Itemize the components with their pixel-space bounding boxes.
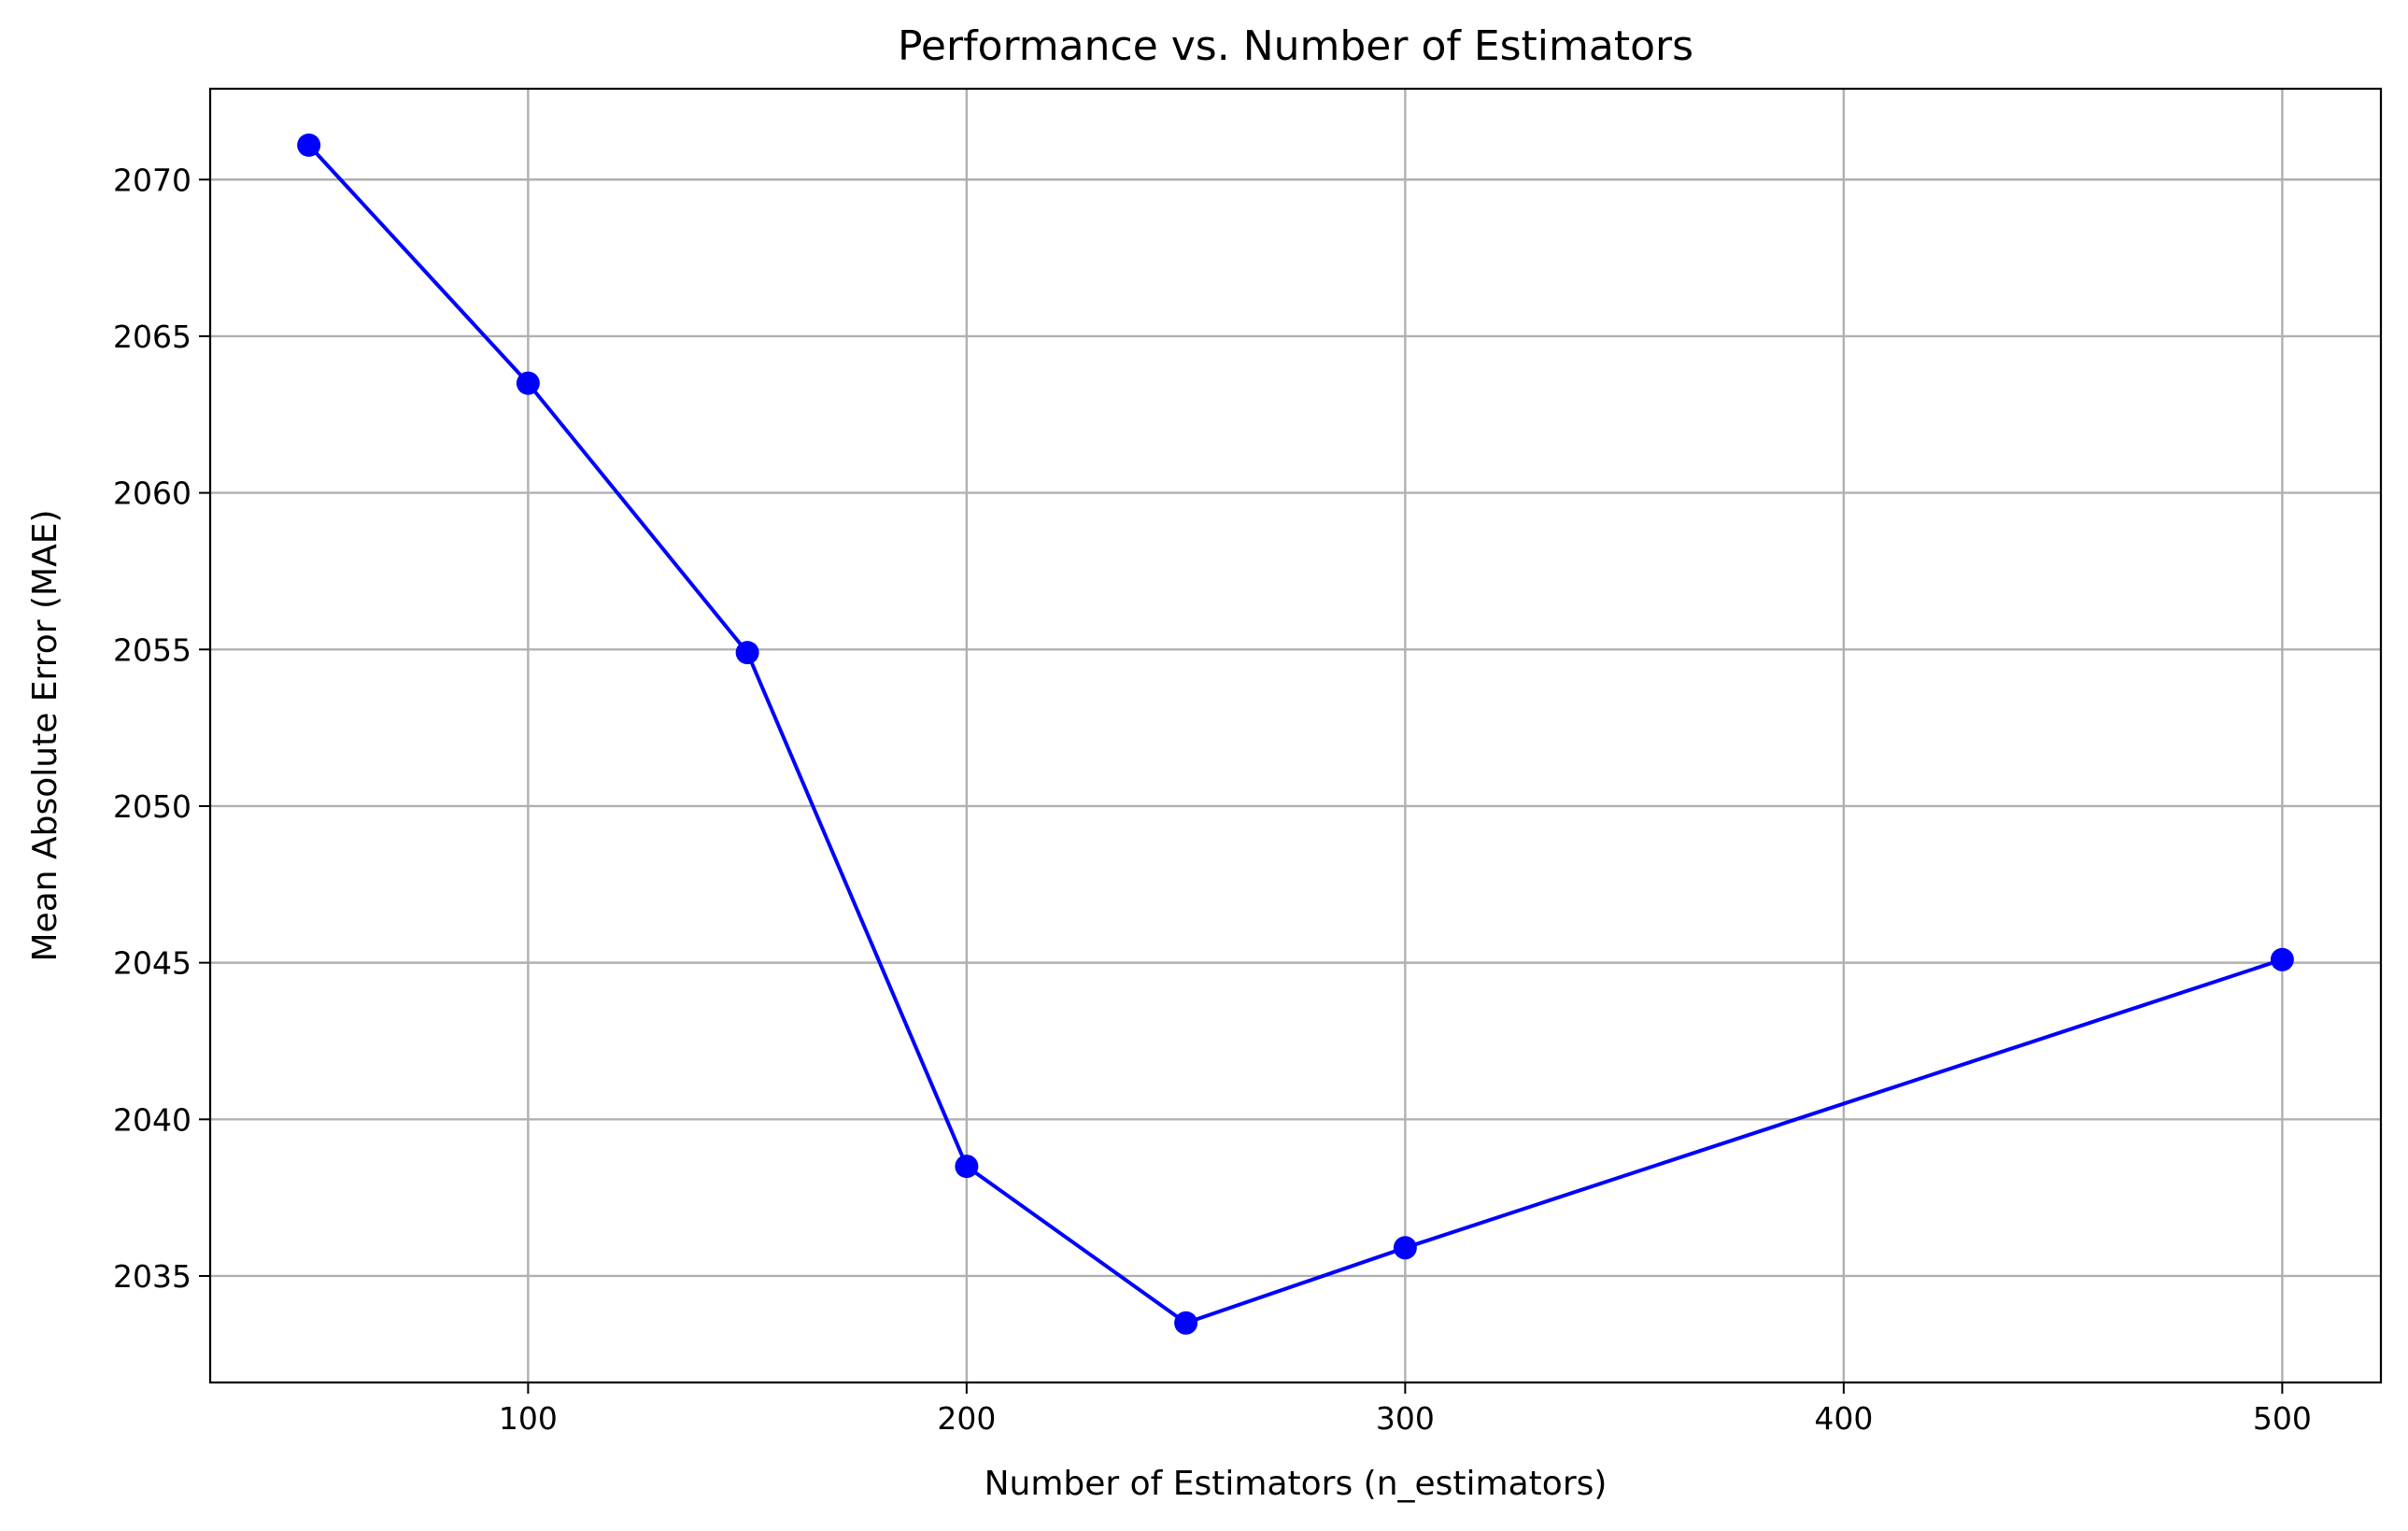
data-point — [297, 133, 321, 157]
x-tick-label: 400 — [1814, 1400, 1873, 1437]
y-tick-label: 2050 — [113, 788, 191, 825]
x-axis-title: Number of Estimators (n_estimators) — [984, 1465, 1608, 1503]
data-point — [1174, 1311, 1198, 1335]
x-tick-label: 100 — [499, 1400, 558, 1437]
y-tick-label: 2070 — [113, 162, 191, 198]
data-point — [955, 1155, 979, 1179]
y-axis-title: Mean Absolute Error (MAE) — [26, 509, 64, 961]
plot-frame — [208, 87, 2383, 1384]
y-tick-label: 2035 — [113, 1258, 191, 1295]
data-point — [735, 641, 759, 665]
y-tick-label: 2065 — [113, 319, 191, 355]
x-tick-label: 500 — [2253, 1400, 2312, 1437]
y-tick-label: 2055 — [113, 631, 191, 668]
data-point — [1393, 1236, 1417, 1260]
data-point — [516, 371, 540, 395]
y-grid — [210, 178, 2381, 1278]
data-point — [2270, 947, 2294, 971]
x-axis: 100 200 300 400 500 — [499, 1382, 2312, 1437]
y-tick-label: 2060 — [113, 475, 191, 512]
x-tick-label: 300 — [1376, 1400, 1435, 1437]
y-tick-label: 2040 — [113, 1101, 191, 1138]
y-tick-label: 2045 — [113, 945, 191, 982]
y-axis: 2035 2040 2045 2050 2055 2060 2065 2070 — [113, 162, 210, 1295]
x-tick-label: 200 — [937, 1400, 996, 1437]
series-layer — [297, 133, 2294, 1335]
chart-title: Performance vs. Number of Estimators — [898, 22, 1693, 70]
